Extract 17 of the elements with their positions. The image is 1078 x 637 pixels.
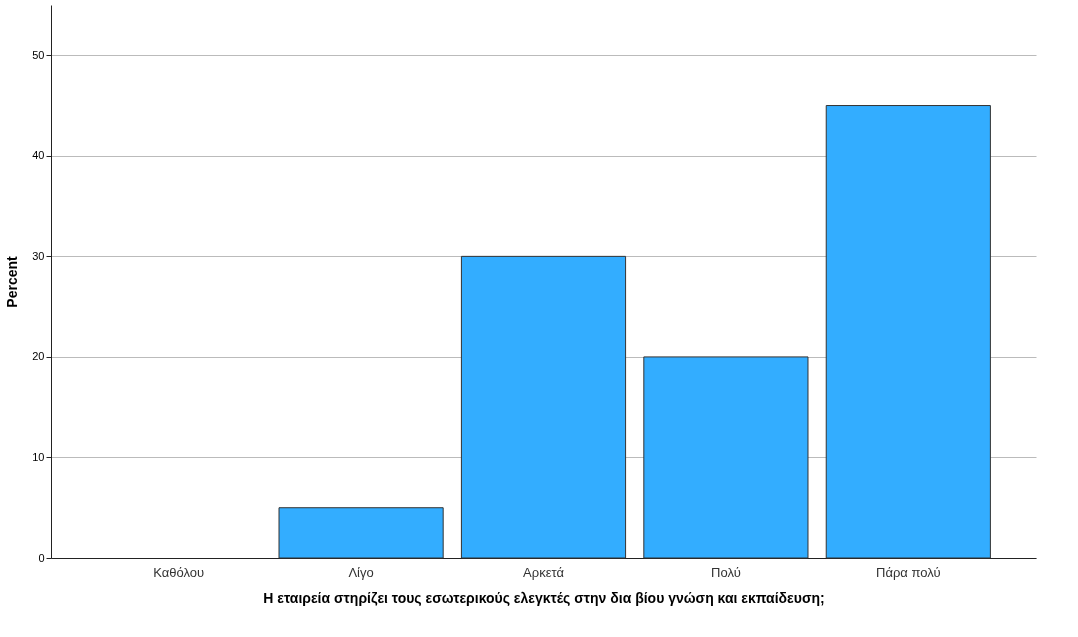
y-tick-label: 20 bbox=[32, 350, 45, 363]
x-axis-title: Η εταιρεία στηρίζει τους εσωτερικούς ελεγκτές στην δια βίου γνώση και εκπαίδευση; bbox=[263, 589, 825, 606]
x-tick-label: Λίγο bbox=[348, 564, 374, 580]
x-tick-label: Αρκετά bbox=[523, 564, 565, 580]
x-tick-label: Πολύ bbox=[711, 564, 741, 580]
bar bbox=[643, 356, 809, 559]
y-tick-label: 40 bbox=[32, 149, 45, 162]
y-tick-label: 10 bbox=[32, 450, 45, 463]
x-tick-label: Καθόλου bbox=[153, 564, 205, 580]
y-tick-label: 0 bbox=[38, 551, 45, 564]
y-tick-label: 50 bbox=[32, 48, 45, 61]
x-tick-label: Πάρα πολύ bbox=[876, 564, 941, 580]
bar bbox=[825, 105, 991, 559]
y-tick-label: 30 bbox=[32, 249, 45, 262]
y-axis-title: Percent bbox=[4, 255, 21, 308]
bar bbox=[278, 507, 444, 559]
bar bbox=[460, 255, 627, 559]
